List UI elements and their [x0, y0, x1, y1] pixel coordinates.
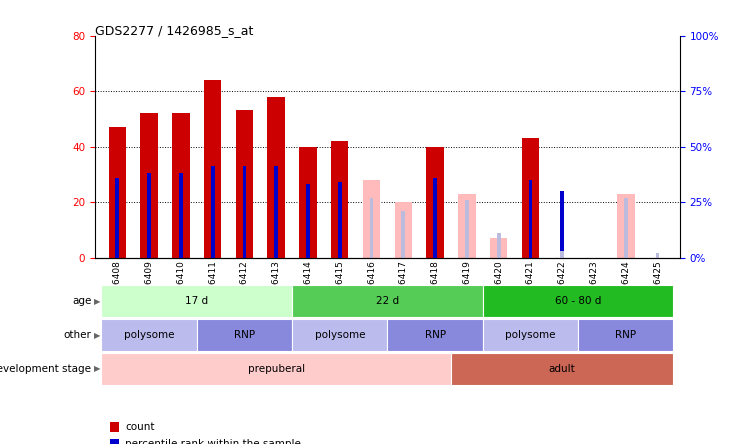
Text: age: age — [72, 297, 91, 306]
Text: development stage: development stage — [0, 364, 91, 374]
Bar — [338, 182, 341, 258]
Bar — [331, 141, 349, 258]
Text: polysome: polysome — [505, 330, 556, 340]
Bar — [656, 253, 659, 258]
Bar — [147, 173, 151, 258]
Bar — [363, 180, 380, 258]
Bar — [274, 166, 278, 258]
Bar — [497, 233, 501, 258]
Bar — [211, 166, 214, 258]
Bar — [395, 202, 412, 258]
Bar — [115, 178, 119, 258]
Bar — [617, 194, 635, 258]
Text: polysome: polysome — [314, 330, 365, 340]
Text: ▶: ▶ — [94, 331, 100, 340]
Bar — [465, 200, 469, 258]
Text: adult: adult — [549, 364, 575, 374]
Bar — [529, 180, 532, 258]
Bar — [624, 198, 628, 258]
Bar — [490, 238, 507, 258]
Text: 60 - 80 d: 60 - 80 d — [555, 297, 602, 306]
Bar — [306, 184, 310, 258]
Bar — [522, 138, 539, 258]
Bar — [243, 166, 246, 258]
Text: RNP: RNP — [234, 330, 255, 340]
Bar — [140, 113, 158, 258]
Bar — [172, 113, 189, 258]
Bar — [108, 127, 126, 258]
Bar — [561, 251, 564, 258]
Bar — [179, 173, 183, 258]
Text: RNP: RNP — [616, 330, 637, 340]
Text: RNP: RNP — [425, 330, 446, 340]
Bar — [561, 191, 564, 258]
Text: polysome: polysome — [124, 330, 174, 340]
Bar — [235, 111, 253, 258]
Bar — [204, 80, 221, 258]
Bar — [458, 194, 476, 258]
Text: count: count — [125, 422, 154, 432]
Text: ▶: ▶ — [94, 365, 100, 373]
Text: prepuberal: prepuberal — [248, 364, 305, 374]
Text: ▶: ▶ — [94, 297, 100, 306]
Text: 22 d: 22 d — [376, 297, 399, 306]
Bar — [299, 147, 317, 258]
Bar — [401, 211, 405, 258]
Text: GDS2277 / 1426985_s_at: GDS2277 / 1426985_s_at — [95, 24, 254, 37]
Bar — [426, 147, 444, 258]
Bar — [268, 97, 285, 258]
Text: 17 d: 17 d — [185, 297, 208, 306]
Bar — [433, 178, 437, 258]
Text: percentile rank within the sample: percentile rank within the sample — [125, 439, 301, 444]
Text: other: other — [64, 330, 91, 340]
Bar — [370, 198, 374, 258]
